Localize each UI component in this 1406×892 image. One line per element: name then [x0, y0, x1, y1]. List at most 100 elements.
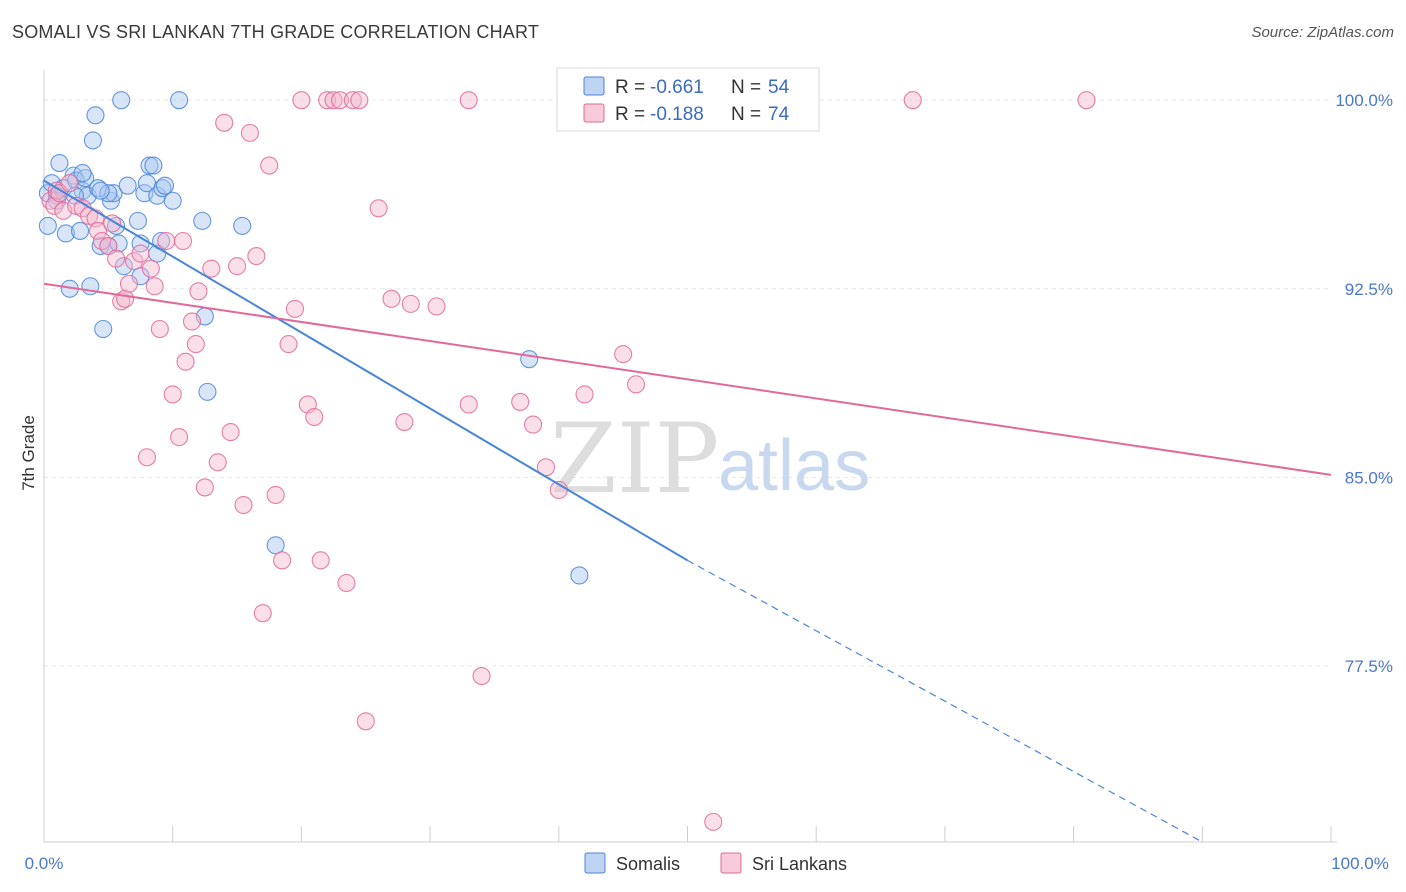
legend-r-value-somalis: -0.661: [650, 77, 704, 98]
somalis-point-33: [140, 156, 159, 175]
stats-legend: R = -0.661 N = 54 R = -0.188 N = 74: [556, 67, 820, 132]
sri-lankans-point-24: [157, 231, 176, 251]
sri-lankans-point-49: [305, 407, 324, 427]
somalis-point-45: [233, 216, 252, 235]
somalis-point-4: [50, 153, 69, 173]
somalis-point-53: [91, 181, 110, 200]
watermark: ZIP atlas: [550, 403, 870, 515]
somalis-point-42: [193, 211, 212, 230]
somalis-point-19: [94, 319, 113, 339]
somalis-point-34: [144, 156, 163, 175]
somalis-point-40: [163, 191, 182, 210]
sri-lankans-point-55: [343, 91, 362, 110]
somalis-point-26: [114, 257, 133, 276]
sri-lankans-point-31: [189, 282, 208, 301]
series-legend-swatch-somalis: [584, 852, 606, 874]
sri-lankans-point-44: [273, 551, 292, 570]
somalis-point-39: [155, 176, 175, 195]
y-tick-labels: 100.0% 92.5% 85.0% 77.5%: [1335, 91, 1393, 676]
watermark-zip: ZIP: [550, 403, 719, 515]
sri-lankans-point-32: [195, 478, 214, 497]
y-tick-label-2: 85.0%: [1345, 468, 1393, 487]
sri-lankans-point-62: [427, 297, 446, 316]
sri-lankans-point-57: [356, 712, 375, 731]
sri-lankans-point-42: [260, 156, 279, 175]
sri-lankans-point-38: [234, 495, 253, 515]
sri-lankans-point-71: [614, 345, 633, 364]
axes: [43, 70, 1337, 843]
sri-lankans-point-61: [401, 294, 420, 313]
sri-lankans-point-18: [125, 252, 144, 271]
somalis-trend-line: [43, 179, 689, 562]
sri-lankans-point-45: [279, 335, 298, 354]
legend-swatch-sri-lankans: [583, 103, 605, 123]
legend-n-label-sri-lankans: N =: [731, 104, 761, 125]
somalis-point-15: [83, 131, 102, 150]
somalis-point-28: [128, 211, 148, 230]
sri-lankans-points: [41, 91, 1096, 831]
sri-lankans-point-37: [228, 257, 247, 276]
x-tick-label-1: 100.0%: [1331, 854, 1389, 873]
y-tick-label-0: 100.0%: [1335, 91, 1393, 110]
legend-r-label-somalis: R =: [615, 77, 645, 98]
somalis-point-25: [112, 91, 131, 110]
sri-lankans-point-39: [240, 123, 259, 142]
sri-lankans-point-72: [626, 375, 646, 394]
somalis-point-38: [153, 179, 172, 198]
sri-lankans-point-46: [285, 299, 305, 318]
sri-lankans-point-60: [395, 413, 414, 432]
sri-lankans-point-52: [324, 91, 343, 110]
series-legend-label-somalis: Somalis: [616, 854, 680, 874]
legend-n-value-sri-lankans: 74: [768, 104, 790, 125]
sri-lankans-point-73: [704, 812, 723, 831]
sri-lankans-point-28: [176, 352, 195, 371]
y-tick-label-1: 92.5%: [1345, 280, 1393, 299]
sri-lankans-point-16: [116, 289, 135, 308]
legend-r-value-sri-lankans: -0.188: [650, 104, 704, 125]
sri-lankans-point-33: [202, 259, 221, 278]
sri-lankans-point-56: [350, 91, 369, 110]
sri-lankans-point-19: [131, 244, 150, 263]
series-legend-swatch-sri-lankans: [720, 852, 742, 874]
somalis-point-46: [266, 536, 285, 555]
sri-lankans-point-30: [186, 335, 205, 354]
trend-lines: [43, 179, 1332, 843]
sri-lankans-point-64: [459, 395, 478, 414]
sri-lankans-point-74: [903, 91, 922, 110]
sri-lankans-point-27: [173, 231, 193, 251]
somalis-point-48: [570, 566, 589, 585]
sri-lankans-point-50: [311, 551, 330, 570]
sri-lankans-point-41: [253, 604, 272, 623]
watermark-atlas: atlas: [718, 426, 870, 506]
somalis-points: [38, 91, 589, 585]
sri-lankans-point-35: [215, 113, 234, 132]
sri-lankans-point-20: [137, 448, 157, 467]
sri-lankans-point-36: [221, 423, 240, 442]
sri-lankans-point-47: [292, 91, 311, 110]
somalis-point-27: [118, 176, 137, 195]
somalis-point-16: [86, 106, 105, 125]
series-legend: Somalis Sri Lankans: [584, 852, 847, 874]
series-legend-label-sri-lankans: Sri Lankans: [752, 854, 847, 874]
sri-lankans-point-21: [141, 259, 160, 278]
sri-lankans-point-29: [182, 312, 202, 331]
sri-lankans-point-10: [89, 221, 108, 240]
source-credit: Source: ZipAtlas.com: [1251, 24, 1394, 41]
chart-title: SOMALI VS SRI LANKAN 7TH GRADE CORRELATI…: [12, 22, 540, 42]
somalis-point-44: [198, 382, 217, 401]
sri-lankans-point-58: [369, 199, 388, 218]
x-tick-label-0: 0.0%: [25, 854, 64, 873]
somalis-point-41: [170, 91, 189, 110]
somalis-trend-extension: [687, 559, 1203, 843]
sri-lankans-point-34: [208, 453, 227, 472]
somalis-point-50: [47, 191, 66, 210]
somalis-point-0: [38, 216, 57, 235]
sri-lankans-point-26: [170, 428, 189, 447]
sri-lankans-point-5: [60, 174, 79, 193]
legend-n-label-somalis: N =: [731, 77, 761, 98]
sri-lankans-trend-line: [43, 282, 1332, 476]
sri-lankans-point-70: [575, 385, 594, 404]
grid-lines: [44, 99, 1331, 667]
y-tick-label-3: 77.5%: [1345, 657, 1393, 676]
